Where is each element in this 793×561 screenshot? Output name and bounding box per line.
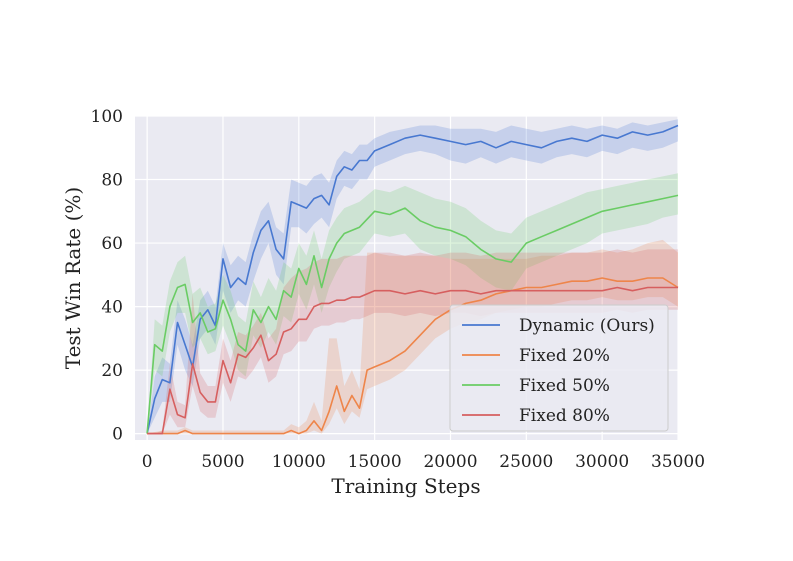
legend-label-fixed-80: Fixed 80%	[519, 406, 610, 426]
legend-box	[449, 304, 669, 432]
band-fixed-80	[147, 249, 679, 434]
x-tick-label: 25000	[499, 452, 553, 472]
y-tick-label: 40	[101, 298, 123, 318]
y-tick-labels: 0 20 40 60 80 100	[91, 107, 123, 445]
legend: Dynamic (Ours) Fixed 20% Fixed 50% Fixed 80…	[449, 304, 669, 432]
y-axis-title: Test Win Rate (%)	[61, 187, 85, 369]
x-tick-label: 0	[142, 452, 153, 472]
band-fixed-50	[147, 173, 679, 434]
x-tick-label: 35000	[651, 452, 705, 472]
series-lines	[146, 124, 679, 435]
x-tick-labels: 0 5000 10000 15000 20000 25000 30000 35000	[142, 452, 705, 472]
line-fixed-50	[146, 194, 679, 434]
line-dynamic-ours	[146, 124, 679, 434]
confidence-bands	[147, 119, 679, 434]
legend-label-fixed-20: Fixed 20%	[519, 346, 610, 366]
line-fixed-80	[147, 286, 678, 435]
line-fixed-20	[147, 277, 679, 435]
y-tick-label: 60	[101, 234, 123, 254]
legend-label-fixed-50: Fixed 50%	[519, 376, 610, 396]
x-tick-label: 30000	[575, 452, 629, 472]
x-axis-title: Training Steps	[331, 474, 480, 498]
y-tick-label: 0	[112, 425, 123, 445]
band-fixed-20	[147, 239, 679, 434]
legend-label-dynamic-ours: Dynamic (Ours)	[519, 316, 655, 336]
x-tick-label: 10000	[272, 452, 326, 472]
x-tick-label: 20000	[423, 452, 477, 472]
x-tick-label: 5000	[201, 452, 244, 472]
y-tick-label: 20	[101, 361, 123, 381]
y-tick-label: 80	[101, 171, 123, 191]
band-dynamic-ours	[147, 119, 679, 434]
y-tick-label: 100	[91, 107, 123, 127]
x-tick-label: 15000	[348, 452, 402, 472]
